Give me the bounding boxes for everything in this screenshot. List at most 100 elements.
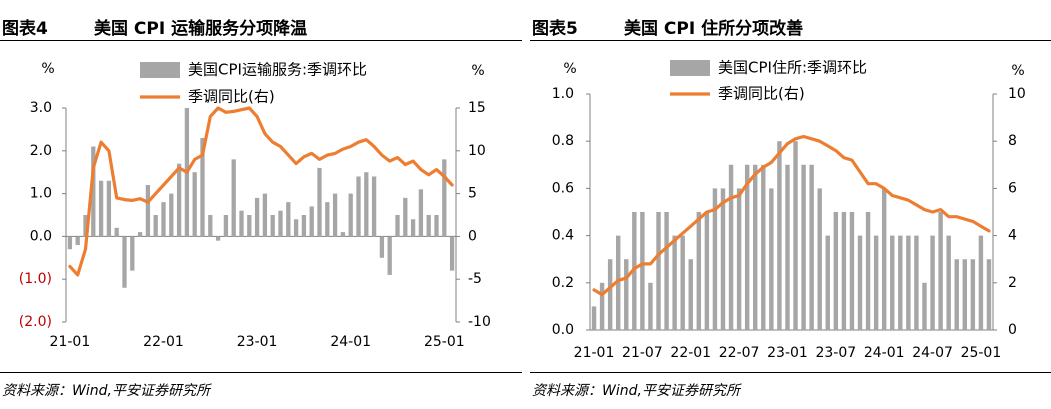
- bar-25-02: [986, 259, 992, 330]
- bar-21-07: [640, 212, 645, 330]
- left-axis-tick-label: (2.0): [19, 314, 52, 330]
- bar-22-09: [223, 215, 229, 237]
- left-axis-tick-label: 0.0: [552, 322, 574, 338]
- panel-title: 图表4 美国 CPI 运输服务分项降温: [2, 14, 307, 39]
- bar-21-03: [83, 215, 88, 237]
- bar-22-07: [208, 215, 213, 237]
- x-axis-tick-label: 23-01: [237, 334, 278, 350]
- bar-24-10: [418, 189, 424, 237]
- bar-22-06: [728, 164, 734, 330]
- x-axis-tick-label: 24-01: [330, 334, 371, 350]
- bar-21-08: [648, 282, 653, 330]
- bar-21-07: [114, 227, 119, 237]
- bar-22-01: [161, 202, 166, 237]
- bar-24-02: [890, 235, 895, 330]
- left-axis-tick-label: 0.2: [552, 275, 574, 291]
- bar-23-05: [817, 188, 822, 330]
- right-axis-tick-label: 4: [1008, 228, 1017, 244]
- bar-22-09: [753, 164, 758, 330]
- bar-22-07: [736, 188, 742, 330]
- bar-23-08: [309, 206, 314, 237]
- bar-21-02: [75, 236, 80, 245]
- right-axis-unit: %: [1011, 63, 1024, 79]
- right-axis-tick-label: -10: [468, 314, 491, 330]
- panel-title: 图表5 美国 CPI 住所分项改善: [532, 14, 803, 39]
- bar-24-09: [410, 219, 416, 237]
- bar-21-11: [145, 185, 151, 237]
- bar-24-03: [364, 172, 369, 237]
- bar-22-03: [704, 212, 710, 330]
- right-axis-tick-label: 10: [468, 143, 486, 159]
- bar-22-08: [744, 164, 750, 330]
- bar-24-01: [348, 193, 353, 237]
- legend-bar-label: 美国CPI住所:季调环比: [718, 59, 867, 77]
- bar-22-01: [688, 259, 693, 330]
- line-series-yoy: [68, 106, 454, 277]
- bar-23-05: [286, 202, 291, 237]
- bar-21-09: [130, 236, 135, 271]
- x-axis-tick-label: 21-01: [574, 345, 615, 361]
- bar-21-10: [664, 212, 669, 330]
- bar-21-12: [680, 235, 685, 330]
- bar-22-11: [239, 210, 244, 237]
- bar-21-06: [106, 180, 112, 237]
- title-rule: [0, 40, 522, 41]
- bar-22-02: [696, 212, 702, 330]
- bar-24-11: [962, 259, 968, 330]
- x-axis-tick-label: 24-07: [912, 345, 953, 361]
- x-axis-tick-label: 25-01: [424, 334, 465, 350]
- bar-21-05: [624, 259, 629, 330]
- legend-line-label: 季调同比(右): [718, 85, 805, 103]
- bar-22-05: [192, 172, 197, 237]
- bar-23-01: [785, 164, 790, 330]
- bar-24-05: [914, 235, 919, 330]
- bar-21-12: [153, 215, 158, 237]
- bar-21-01: [591, 306, 597, 330]
- bar-24-08: [938, 212, 943, 330]
- x-axis-tick-label: 23-07: [815, 345, 856, 361]
- title-rule: [530, 40, 1051, 41]
- legend-bar-swatch: [670, 60, 710, 76]
- figure-title: 美国 CPI 住所分项改善: [624, 19, 804, 39]
- bar-23-12: [873, 235, 879, 330]
- bar-23-01: [254, 197, 260, 237]
- x-axis-tick-label: 21-01: [50, 334, 91, 350]
- bar-23-11: [865, 212, 871, 330]
- left-axis-tick-label: 3.0: [30, 100, 52, 116]
- x-axis-tick-label: 22-01: [670, 345, 711, 361]
- figure-title: 美国 CPI 运输服务分项降温: [94, 19, 308, 39]
- bar-23-10: [325, 202, 330, 237]
- bar-23-07: [833, 212, 839, 330]
- x-axis-tick-label: 22-01: [143, 334, 184, 350]
- right-axis-tick-label: 15: [468, 100, 486, 116]
- left-axis-tick-label: 0.8: [552, 133, 574, 149]
- bar-21-08: [122, 236, 127, 288]
- bar-21-04: [91, 146, 96, 237]
- bar-22-10: [231, 159, 236, 237]
- left-axis-unit: %: [563, 61, 576, 77]
- bar-23-06: [293, 219, 299, 237]
- bar-24-05: [379, 236, 385, 258]
- bar-23-10: [857, 235, 863, 330]
- bar-21-04: [615, 235, 621, 330]
- bar-23-03: [270, 215, 275, 237]
- bar-22-04: [712, 188, 718, 330]
- figure-number: 图表5: [532, 19, 578, 39]
- right-axis-tick-label: 5: [468, 186, 477, 202]
- source-rule: [530, 372, 1051, 373]
- bar-21-09: [656, 212, 661, 330]
- bar-24-12: [970, 259, 976, 330]
- bar-23-04: [809, 164, 814, 330]
- x-axis-tick-label: 25-01: [961, 345, 1002, 361]
- bar-22-06: [200, 137, 205, 237]
- bar-23-11: [332, 193, 338, 237]
- bar-23-08: [841, 212, 847, 330]
- bar-24-06: [387, 236, 392, 275]
- panel-shelter: 图表5 美国 CPI 住所分项改善 %% 1.0 0.8 0.6 0.4 0.2 0.0 10 8…: [530, 0, 1051, 409]
- right-axis-tick-label: 0: [1008, 322, 1017, 338]
- left-axis-unit: %: [41, 61, 54, 77]
- bar-24-09: [946, 235, 951, 330]
- left-axis-tick-label: 0.0: [30, 228, 52, 244]
- bar-22-08: [215, 236, 221, 241]
- right-axis-tick-label: 6: [1008, 180, 1017, 196]
